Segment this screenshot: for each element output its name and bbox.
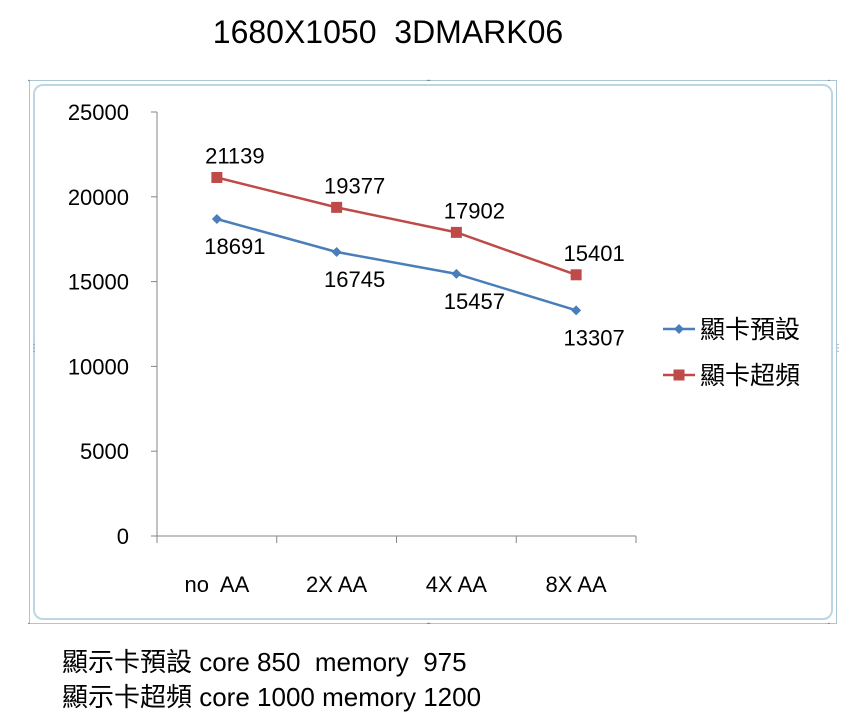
note-default-clocks: 顯示卡預設 core 850 memory 975 [62,647,467,677]
legend-label: 顯卡預設 [700,316,800,344]
y-tick-label: 0 [117,524,129,549]
data-point [331,201,343,213]
chart-frame[interactable] [29,80,837,624]
x-tick-label: 8X AA [546,572,607,597]
x-tick-label: no AA [184,572,249,597]
data-label: 16745 [324,267,385,292]
data-point [211,214,222,225]
series-line-0 [216,217,577,312]
data-point [571,305,582,316]
legend-marker [674,324,684,334]
data-label: 17902 [444,198,505,223]
legend-label: 顯卡超頻 [700,362,800,390]
x-tick-label: 4X AA [426,572,487,597]
chart-title: 1680X1050 3DMARK06 [212,14,564,50]
y-tick-label: 25000 [68,100,129,125]
data-point [331,247,342,258]
data-label: 15401 [564,241,625,266]
data-label: 15457 [444,289,505,314]
x-tick-label: 2X AA [306,572,367,597]
chart-area[interactable] [33,84,833,620]
data-point [451,268,462,279]
data-point [450,226,462,238]
note-overclocked-clocks: 顯示卡超頻 core 1000 memory 1200 [62,682,482,712]
y-tick-label: 15000 [68,270,129,295]
data-point [570,269,582,281]
legend-marker [673,369,685,381]
data-label: 21139 [205,143,265,168]
y-tick-label: 20000 [68,185,129,210]
data-label: 13307 [564,325,625,350]
data-label: 18691 [204,234,265,259]
data-label: 19377 [324,173,385,198]
y-tick-label: 10000 [68,354,129,379]
resize-handle-bottom[interactable]: ∙∙∙∙ [426,618,431,629]
resize-handle-top[interactable]: ∙∙∙∙ [426,75,431,86]
data-point [211,171,223,183]
series-line-1 [216,176,577,276]
y-tick-label: 5000 [80,439,129,464]
